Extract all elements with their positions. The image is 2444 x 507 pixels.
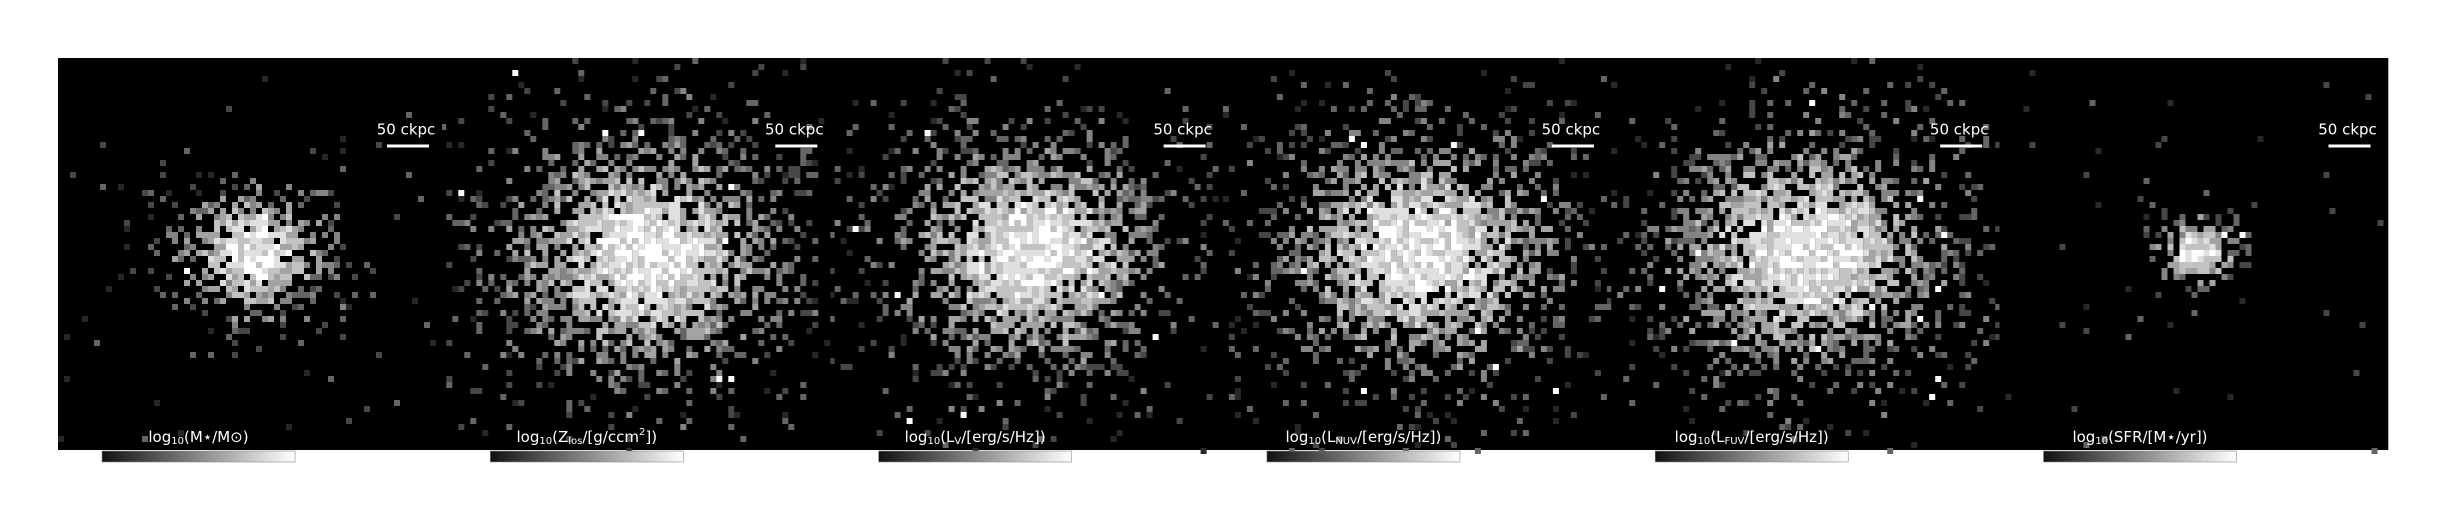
panel: 50 ckpc log10(LNUV/[erg/s/Hz]) 25 26 27 [1222, 58, 1613, 486]
colorbar [878, 450, 1072, 463]
label-part: 10 [2095, 436, 2108, 447]
image-pixels [2179, 232, 2222, 262]
label-part: FUV [1724, 436, 1744, 447]
label-part: log [905, 428, 928, 446]
colorbar [1654, 450, 1849, 463]
colorbar-tick-label: 26 [1359, 468, 1378, 486]
colorbar-tick-label: 27 [994, 468, 1013, 486]
label-part: log [148, 428, 171, 446]
label-part: (L [1321, 428, 1336, 446]
label-part: (L [1710, 428, 1725, 446]
colorbar-label: log10(LFUV/[erg/s/Hz]) [1675, 428, 1829, 448]
label-part: /[erg/s/Hz]) [1357, 428, 1441, 446]
scalebar-label: 50 ckpc [377, 121, 436, 139]
colorbar [489, 450, 684, 463]
image-pixels [852, 130, 1159, 424]
panel: 50 ckpc log10(SFR/[M⋆/yr]) 3 4 5 [1999, 58, 2389, 486]
image-pixels [172, 184, 322, 322]
colorbar-tick-label: 4 [2143, 468, 2153, 486]
label-part: (M⋆/M⊙) [184, 428, 249, 446]
label-part: 10 [539, 436, 552, 447]
colorbar-tick-label: 24 [1660, 468, 1679, 486]
image-pixels [1695, 154, 1918, 352]
colorbar [2043, 450, 2237, 463]
colorbar-tick-label: −5 [565, 468, 587, 486]
colorbar-tick-label: 26 [1759, 468, 1778, 486]
colorbar-tick-label: 27 [1415, 468, 1434, 486]
image-pixels [1719, 184, 1894, 322]
scalebar-label: 50 ckpc [1153, 121, 1212, 139]
colorbar-tick-label: 10 [267, 468, 286, 486]
panel: 50 ckpc log10(Zlos/[g/ccm2]) −10 −5 0 [446, 58, 837, 486]
label-part: 10 [927, 436, 940, 447]
scalebar-label: 50 ckpc [2318, 121, 2377, 139]
image-pixels [566, 184, 729, 328]
colorbar-label: log10(LNUV/[erg/s/Hz]) [1285, 428, 1441, 448]
colorbar-tick-label: 5 [2199, 468, 2209, 486]
image-pixels [966, 190, 1117, 316]
label-part: (SFR/[M⋆/yr]) [2108, 428, 2207, 446]
image-pixels [464, 88, 819, 430]
image-pixels [834, 76, 1219, 448]
image-pixels [208, 214, 292, 292]
label-part: ]) [645, 428, 657, 446]
colorbar-label: log10(M⋆/M⊙) [148, 428, 248, 448]
colorbar-tick-label: 0 [648, 468, 658, 486]
scalebar-label: 50 ckpc [1542, 121, 1601, 139]
colorbar-tick-label: 25 [1304, 468, 1323, 486]
scalebar-label: 50 ckpc [765, 121, 824, 139]
label-part: 10 [1308, 436, 1321, 447]
colorbar [1266, 450, 1461, 463]
label-part: NUV [1335, 436, 1357, 447]
image-pixels [1659, 100, 1948, 400]
colorbar-label: log10(Zlos/[g/ccm2]) [517, 427, 658, 447]
label-part: (Z [552, 428, 568, 446]
label-part: (L [940, 428, 955, 446]
label-part: 2 [639, 427, 645, 438]
colorbar-tick-label: 26 [926, 468, 945, 486]
label-part: /[g/ccm [582, 428, 639, 446]
image-pixels [1336, 178, 1511, 328]
colorbar-label: log10(LV/[erg/s/Hz]) [905, 428, 1046, 448]
image-pixels [184, 214, 292, 280]
image-pixels [2179, 232, 2246, 262]
label-part: 10 [171, 436, 184, 447]
image-pixels [834, 118, 1207, 412]
colorbar [101, 450, 296, 463]
label-part: 10 [1698, 436, 1711, 447]
label-part: log [1675, 428, 1698, 446]
scalebar-label: 50 ckpc [1930, 121, 1989, 139]
image-pixels [2149, 220, 2240, 280]
image-pixels [1222, 76, 1613, 454]
label-part: /[erg/s/Hz]) [1744, 428, 1828, 446]
label-part: V [954, 436, 961, 447]
panel: 50 ckpc log10(LFUV/[erg/s/Hz]) 24 26 [1611, 58, 2002, 486]
colorbar-tick-label: −10 [484, 468, 516, 486]
colorbar-tick-label: 3 [2088, 468, 2098, 486]
image-pixels [1282, 148, 1565, 370]
colorbar-label: log10(SFR/[M⋆/yr]) [2072, 428, 2207, 448]
label-part: /[erg/s/Hz]) [961, 428, 1045, 446]
label-part: los [568, 436, 582, 447]
label-part: log [1285, 428, 1308, 446]
image-pixels [1617, 76, 1990, 424]
panel: 50 ckpc log10(LV/[erg/s/Hz]) 26 27 [834, 58, 1224, 486]
label-part: log [517, 428, 540, 446]
label-part: log [2072, 428, 2095, 446]
image-pixels [202, 202, 316, 304]
colorbar-tick-label: 8 [183, 468, 193, 486]
image-pixels [1234, 94, 1595, 406]
image-pixels [1228, 70, 1613, 454]
